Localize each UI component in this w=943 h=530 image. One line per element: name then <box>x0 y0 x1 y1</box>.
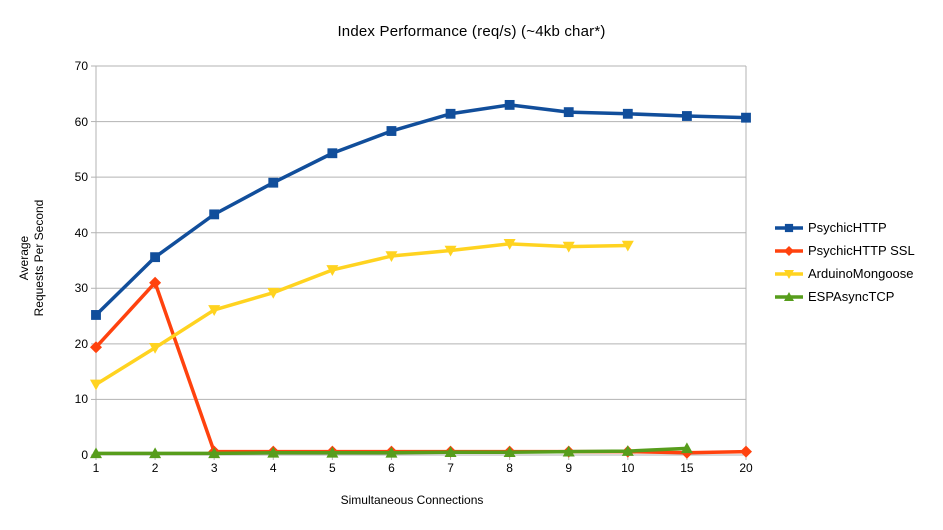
x-tick-label: 7 <box>447 461 454 475</box>
y-tick-label: 0 <box>81 448 88 462</box>
square-legend-icon <box>775 223 803 232</box>
data-point-marker <box>208 305 221 316</box>
series-arduinomongoose <box>90 239 634 391</box>
data-point-marker <box>326 446 339 458</box>
data-point-marker <box>385 446 398 458</box>
y-axis-title-line2: Requests Per Second <box>32 199 46 317</box>
chart-title: Index Performance (req/s) (~4kb char*) <box>337 23 606 40</box>
triangle-down-legend-icon <box>775 269 803 279</box>
data-point-marker <box>784 269 794 279</box>
data-point-marker <box>621 445 634 456</box>
y-tick-label: 70 <box>74 59 88 73</box>
x-tick-label: 4 <box>269 461 277 475</box>
y-tick-label: 60 <box>74 114 88 129</box>
legend: PsychicHTTP PsychicHTTP SSL ArduinoMongoos… <box>775 219 915 305</box>
data-point-marker <box>784 245 794 256</box>
data-point-marker <box>563 107 574 118</box>
data-point-marker <box>326 265 339 276</box>
x-tick-label: 3 <box>210 461 218 475</box>
legend-label: ESPAsyncTCP <box>808 289 895 304</box>
legend-item: ArduinoMongoose <box>775 265 915 282</box>
data-point-marker <box>503 239 516 250</box>
y-tick-label: 20 <box>74 336 88 351</box>
x-tick-label: 15 <box>680 461 694 475</box>
data-point-marker <box>621 240 634 252</box>
x-tick-label: 5 <box>329 461 336 475</box>
data-point-marker <box>90 447 102 459</box>
y-axis-title: Average Requests Per Second <box>17 158 51 358</box>
data-point-marker <box>90 341 102 354</box>
y-tick-label: 10 <box>74 392 88 407</box>
data-point-marker <box>149 276 162 289</box>
data-point-marker <box>784 291 794 301</box>
data-point-marker <box>209 209 220 220</box>
series-espasynctcp <box>90 442 693 459</box>
x-tick-label: 10 <box>621 461 635 475</box>
data-point-marker <box>208 447 221 459</box>
series-psychichttp-ssl <box>90 276 752 459</box>
series-line <box>95 242 628 386</box>
series-line <box>94 280 747 455</box>
series-line <box>94 103 747 317</box>
data-point-marker <box>267 287 280 299</box>
x-axis-title: Simultaneous Connections <box>340 493 484 507</box>
data-point-marker <box>444 446 457 458</box>
x-tick-label: 20 <box>739 461 753 475</box>
data-point-marker <box>149 447 162 459</box>
data-point-marker <box>91 310 101 320</box>
data-point-marker <box>267 446 280 458</box>
series-psychichttp <box>91 99 751 320</box>
legend-label: PsychicHTTP SSL <box>808 243 915 258</box>
data-point-marker <box>740 445 752 458</box>
data-point-marker <box>386 126 397 136</box>
legend-label: PsychicHTTP <box>808 220 887 235</box>
y-axis-title-line1: Average <box>17 235 31 281</box>
data-point-marker <box>327 148 338 159</box>
data-point-marker <box>741 112 751 123</box>
data-point-marker <box>622 108 633 119</box>
data-point-marker <box>784 223 794 232</box>
x-tick-label: 2 <box>151 461 159 475</box>
diamond-legend-icon <box>775 245 803 256</box>
y-tick-label: 40 <box>74 225 88 240</box>
data-point-marker <box>680 442 693 454</box>
x-tick-label: 9 <box>565 461 573 475</box>
data-point-marker <box>503 446 516 458</box>
y-tick-label: 50 <box>74 170 88 185</box>
legend-item: ESPAsyncTCP <box>775 288 915 305</box>
data-point-marker <box>268 177 279 188</box>
legend-item: PsychicHTTP SSL <box>775 242 915 259</box>
data-point-marker <box>385 251 398 263</box>
data-point-marker <box>444 245 457 257</box>
data-point-marker <box>445 108 456 119</box>
legend-item: PsychicHTTP <box>775 219 915 236</box>
data-point-marker <box>150 252 161 263</box>
data-point-marker <box>149 342 162 354</box>
data-point-marker <box>562 445 575 457</box>
x-tick-label: 6 <box>388 461 395 475</box>
triangle-up-legend-icon <box>775 291 803 301</box>
data-point-marker <box>504 99 515 110</box>
data-point-marker <box>681 111 692 121</box>
y-tick-label: 30 <box>74 281 88 296</box>
legend-label: ArduinoMongoose <box>808 266 914 281</box>
x-tick-label: 1 <box>92 461 100 475</box>
x-tick-label: 8 <box>506 461 513 475</box>
data-point-marker <box>90 379 102 391</box>
data-point-marker <box>562 241 575 253</box>
